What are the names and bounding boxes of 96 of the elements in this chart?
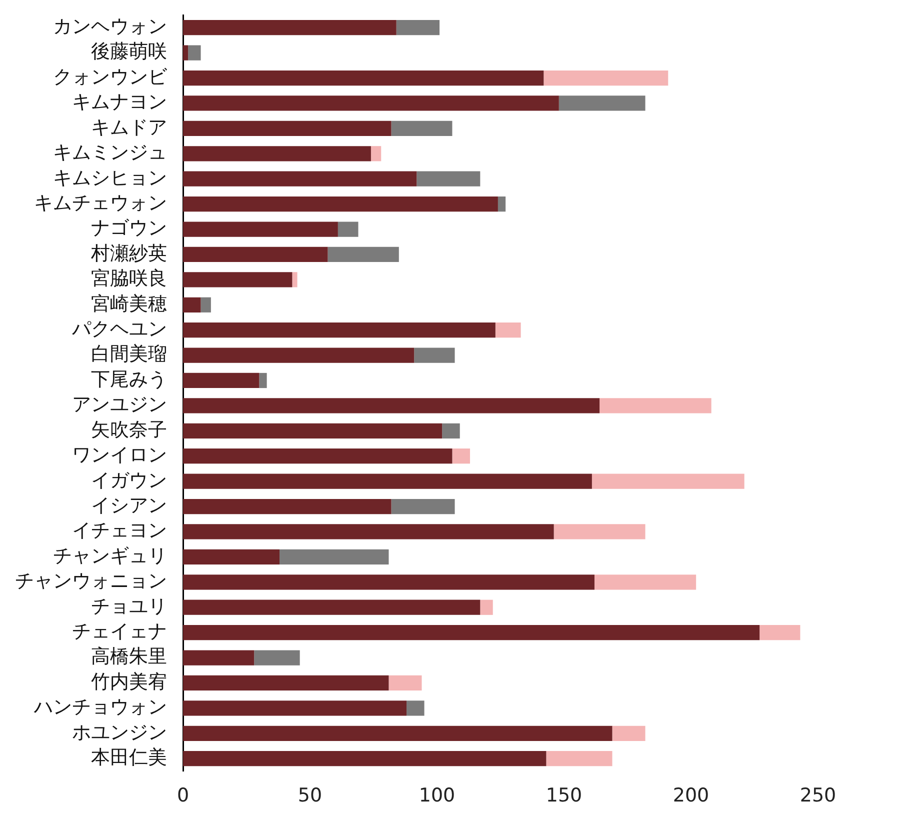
- bar: [338, 222, 358, 237]
- y-tick-label: キムシヒョン: [53, 166, 167, 189]
- y-tick-label: 下尾みう: [91, 368, 167, 390]
- bar: [183, 372, 260, 388]
- bar: [495, 322, 521, 338]
- y-tick-label: 白間美瑠: [91, 343, 167, 366]
- bar: [292, 272, 298, 288]
- bar: [183, 398, 600, 414]
- bar: [416, 171, 480, 186]
- bar: [183, 348, 414, 363]
- y-tick-label: 矢吹奈子: [91, 418, 167, 441]
- bar: [200, 297, 211, 312]
- bar: [183, 146, 371, 162]
- y-tick-label: 村瀬紗英: [90, 242, 167, 264]
- bar: [183, 96, 559, 111]
- bar: [480, 600, 493, 615]
- y-tick-label: 宮崎美穂: [91, 292, 167, 315]
- bar: [188, 45, 201, 60]
- y-tick-label: キムミンジュ: [53, 142, 167, 164]
- bar: [594, 574, 696, 590]
- bar: [600, 398, 712, 414]
- bar: [183, 700, 407, 716]
- bar: [183, 600, 480, 615]
- bar: [183, 423, 442, 438]
- bar: [544, 70, 668, 86]
- y-tick-label: パクヘユン: [71, 318, 167, 340]
- x-tick-label: 200: [672, 784, 710, 807]
- bar: [280, 549, 389, 565]
- y-tick-label: イチェヨン: [72, 520, 167, 542]
- x-tick-label: 250: [800, 784, 836, 807]
- bar: [414, 348, 455, 363]
- bar: [183, 70, 544, 86]
- y-tick-label: チャンギュリ: [53, 544, 167, 567]
- y-tick-label: アンユジン: [72, 394, 167, 416]
- bar: [612, 726, 646, 741]
- bar: [183, 574, 594, 590]
- y-tick-label: 本田仁美: [91, 746, 167, 769]
- y-tick-label: 竹内美宥: [91, 670, 167, 693]
- bar: [183, 120, 392, 136]
- bar: [183, 549, 280, 565]
- bar: [391, 498, 455, 514]
- bar: [183, 675, 389, 691]
- y-tick-label: チェイェナ: [72, 620, 167, 642]
- bar: [183, 272, 292, 288]
- y-tick-label: ワンイロン: [72, 444, 167, 466]
- y-tick-label: カンヘウォン: [53, 16, 167, 38]
- y-tick-label: クォンウンビ: [53, 66, 168, 88]
- bar: [183, 650, 254, 666]
- y-tick-label: ナゴウン: [91, 217, 167, 240]
- bar: [183, 448, 452, 464]
- bar: [183, 625, 760, 640]
- y-tick-label: イガウン: [91, 469, 167, 492]
- bar: [183, 322, 496, 338]
- bar: [183, 20, 396, 36]
- bar: [498, 196, 506, 212]
- y-tick-label: 後藤萌咲: [91, 40, 167, 63]
- y-tick-label: 宮脇咲良: [91, 268, 167, 290]
- y-tick-label: ハンチョウォン: [33, 696, 167, 718]
- y-tick-label: チョユリ: [91, 595, 167, 618]
- bar: [558, 96, 646, 111]
- x-tick-label: 150: [546, 784, 582, 807]
- bar: [396, 20, 440, 36]
- bar: [183, 726, 612, 741]
- bar: [328, 246, 399, 262]
- bar: [254, 650, 300, 666]
- y-tick-label: キムナヨン: [72, 91, 167, 114]
- bar: [452, 448, 470, 464]
- x-tick-label: 50: [298, 784, 322, 807]
- bar: [183, 222, 338, 237]
- x-tick-label: 100: [418, 784, 456, 807]
- bar: [183, 171, 417, 186]
- bar: [546, 751, 612, 766]
- bar: [183, 474, 592, 489]
- y-tick-label: チャンウォニョン: [15, 570, 167, 592]
- bar: [406, 700, 424, 716]
- x-tick-label: 0: [176, 784, 190, 807]
- y-tick-label: 高橋朱里: [91, 646, 167, 668]
- bar: [183, 297, 201, 312]
- bar: [391, 120, 452, 136]
- bar: [183, 498, 392, 514]
- y-tick-label: ホユンジン: [72, 721, 167, 744]
- bar: [388, 675, 422, 691]
- bar: [259, 372, 267, 388]
- y-tick-label: キムドア: [91, 116, 167, 138]
- y-tick-label: キムチェウォン: [34, 192, 167, 214]
- bar: [183, 246, 328, 262]
- bar: [183, 45, 188, 60]
- bar: [554, 524, 646, 540]
- bar: [760, 625, 800, 640]
- bar: [592, 474, 744, 489]
- bar: [370, 146, 382, 162]
- bar: [183, 751, 546, 766]
- bar: [442, 423, 460, 438]
- bar: [183, 196, 498, 212]
- y-tick-label: イシアン: [91, 494, 167, 516]
- bar: [183, 524, 554, 540]
